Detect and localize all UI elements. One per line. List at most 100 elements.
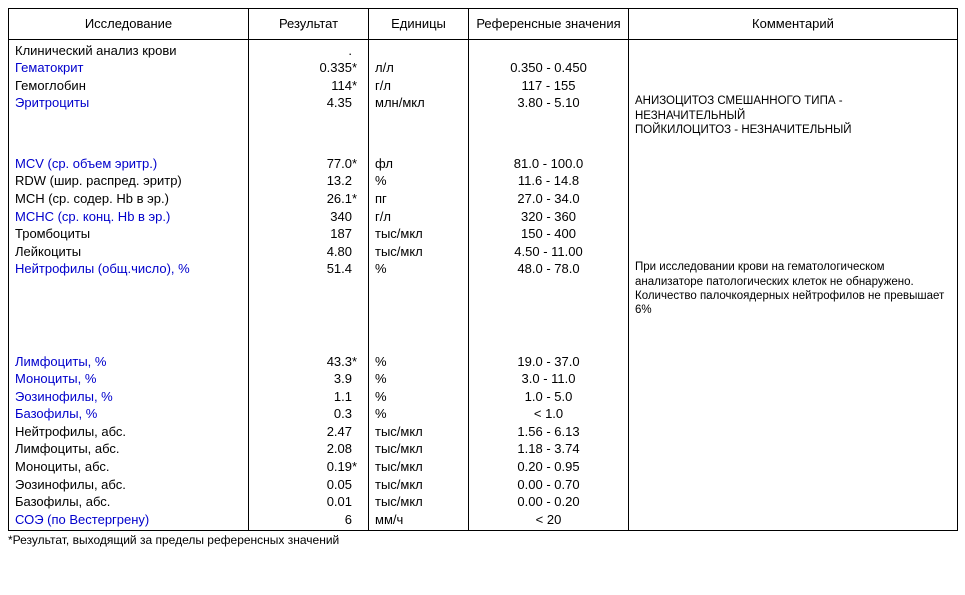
test-name: Лейкоциты <box>9 243 249 261</box>
header-row: Исследование Результат Единицы Референсн… <box>9 9 958 40</box>
table-row: Лимфоциты, абс.2.08 тыс/мкл1.18 - 3.74 <box>9 440 958 458</box>
units-value: % <box>369 353 469 371</box>
table-row: RDW (шир. распред. эритр)13.2 %11.6 - 14… <box>9 172 958 190</box>
col-comment: Комментарий <box>629 9 958 40</box>
result-value: 0.19 * <box>249 458 369 476</box>
result-value: 51.4 <box>249 260 369 318</box>
result-value: 6 <box>249 511 369 531</box>
test-name[interactable]: Моноциты, % <box>9 370 249 388</box>
test-name <box>9 137 249 155</box>
table-row <box>9 335 958 353</box>
table-row: Лимфоциты, %43.3 *%19.0 - 37.0 <box>9 353 958 371</box>
table-row <box>9 318 958 336</box>
reference-value: 0.350 - 0.450 <box>469 59 629 77</box>
units-value: % <box>369 370 469 388</box>
reference-value: 0.20 - 0.95 <box>469 458 629 476</box>
result-value: 26.1 * <box>249 190 369 208</box>
test-name[interactable]: Эозинофилы, % <box>9 388 249 406</box>
units-value: тыс/мкл <box>369 423 469 441</box>
result-value: 340 <box>249 208 369 226</box>
comment-value <box>629 137 958 155</box>
result-value: 3.9 <box>249 370 369 388</box>
units-value: % <box>369 388 469 406</box>
result-value: 1.1 <box>249 388 369 406</box>
reference-value: 0.00 - 0.20 <box>469 493 629 511</box>
reference-value: 81.0 - 100.0 <box>469 155 629 173</box>
result-value: 114 * <box>249 77 369 95</box>
result-value: 187 <box>249 225 369 243</box>
table-row: Лейкоциты4.80 тыс/мкл4.50 - 11.00 <box>9 243 958 261</box>
test-name[interactable]: Лимфоциты, % <box>9 353 249 371</box>
table-row: Нейтрофилы, абс.2.47 тыс/мкл1.56 - 6.13 <box>9 423 958 441</box>
col-test: Исследование <box>9 9 249 40</box>
comment-value <box>629 172 958 190</box>
result-value: 13.2 <box>249 172 369 190</box>
test-name: Гемоглобин <box>9 77 249 95</box>
units-value: % <box>369 405 469 423</box>
test-name[interactable]: MCHC (ср. конц. Hb в эр.) <box>9 208 249 226</box>
units-value: % <box>369 172 469 190</box>
test-name: Моноциты, абс. <box>9 458 249 476</box>
table-row: Моноциты, абс.0.19 *тыс/мкл0.20 - 0.95 <box>9 458 958 476</box>
test-name[interactable]: Эритроциты <box>9 94 249 137</box>
reference-value: 4.50 - 11.00 <box>469 243 629 261</box>
comment-value <box>629 77 958 95</box>
units-value: тыс/мкл <box>369 243 469 261</box>
table-row: Базофилы, %0.3 %< 1.0 <box>9 405 958 423</box>
result-value: . <box>249 39 369 59</box>
table-row: MCH (ср. содер. Hb в эр.)26.1 *пг27.0 - … <box>9 190 958 208</box>
test-name[interactable]: Базофилы, % <box>9 405 249 423</box>
table-row: Нейтрофилы (общ.число), %51.4 %48.0 - 78… <box>9 260 958 318</box>
reference-value: 3.0 - 11.0 <box>469 370 629 388</box>
test-name[interactable]: СОЭ (по Вестергрену) <box>9 511 249 531</box>
result-value: 43.3 * <box>249 353 369 371</box>
units-value <box>369 335 469 353</box>
test-name: Клинический анализ крови <box>9 39 249 59</box>
comment-value <box>629 511 958 531</box>
comment-value <box>629 225 958 243</box>
comment-value <box>629 423 958 441</box>
comment-value: При исследовании крови на гематологическ… <box>629 260 958 318</box>
result-value: 4.35 <box>249 94 369 137</box>
result-value <box>249 137 369 155</box>
units-value <box>369 39 469 59</box>
test-name[interactable]: Гематокрит <box>9 59 249 77</box>
units-value: г/л <box>369 208 469 226</box>
reference-value: 27.0 - 34.0 <box>469 190 629 208</box>
units-value: млн/мкл <box>369 94 469 137</box>
units-value: тыс/мкл <box>369 440 469 458</box>
table-row: MCV (ср. объем эритр.)77.0 *фл81.0 - 100… <box>9 155 958 173</box>
reference-value <box>469 335 629 353</box>
reference-value: 11.6 - 14.8 <box>469 172 629 190</box>
units-value <box>369 318 469 336</box>
reference-value: 320 - 360 <box>469 208 629 226</box>
reference-value: 1.0 - 5.0 <box>469 388 629 406</box>
reference-value <box>469 137 629 155</box>
test-name: Лимфоциты, абс. <box>9 440 249 458</box>
col-result: Результат <box>249 9 369 40</box>
result-value: 0.335 * <box>249 59 369 77</box>
result-value <box>249 318 369 336</box>
reference-value: 3.80 - 5.10 <box>469 94 629 137</box>
units-value: пг <box>369 190 469 208</box>
footnote: *Результат, выходящий за пределы референ… <box>8 533 957 547</box>
test-name: RDW (шир. распред. эритр) <box>9 172 249 190</box>
test-name[interactable]: MCV (ср. объем эритр.) <box>9 155 249 173</box>
units-value: % <box>369 260 469 318</box>
reference-value: < 1.0 <box>469 405 629 423</box>
units-value: л/л <box>369 59 469 77</box>
comment-value <box>629 405 958 423</box>
comment-value <box>629 440 958 458</box>
comment-value <box>629 476 958 494</box>
comment-value <box>629 59 958 77</box>
result-value <box>249 335 369 353</box>
comment-value <box>629 39 958 59</box>
result-value: 4.80 <box>249 243 369 261</box>
comment-value <box>629 318 958 336</box>
test-name: Тромбоциты <box>9 225 249 243</box>
comment-value <box>629 458 958 476</box>
test-name: Базофилы, абс. <box>9 493 249 511</box>
table-row: СОЭ (по Вестергрену)6 мм/ч< 20 <box>9 511 958 531</box>
result-value: 0.05 <box>249 476 369 494</box>
test-name[interactable]: Нейтрофилы (общ.число), % <box>9 260 249 318</box>
